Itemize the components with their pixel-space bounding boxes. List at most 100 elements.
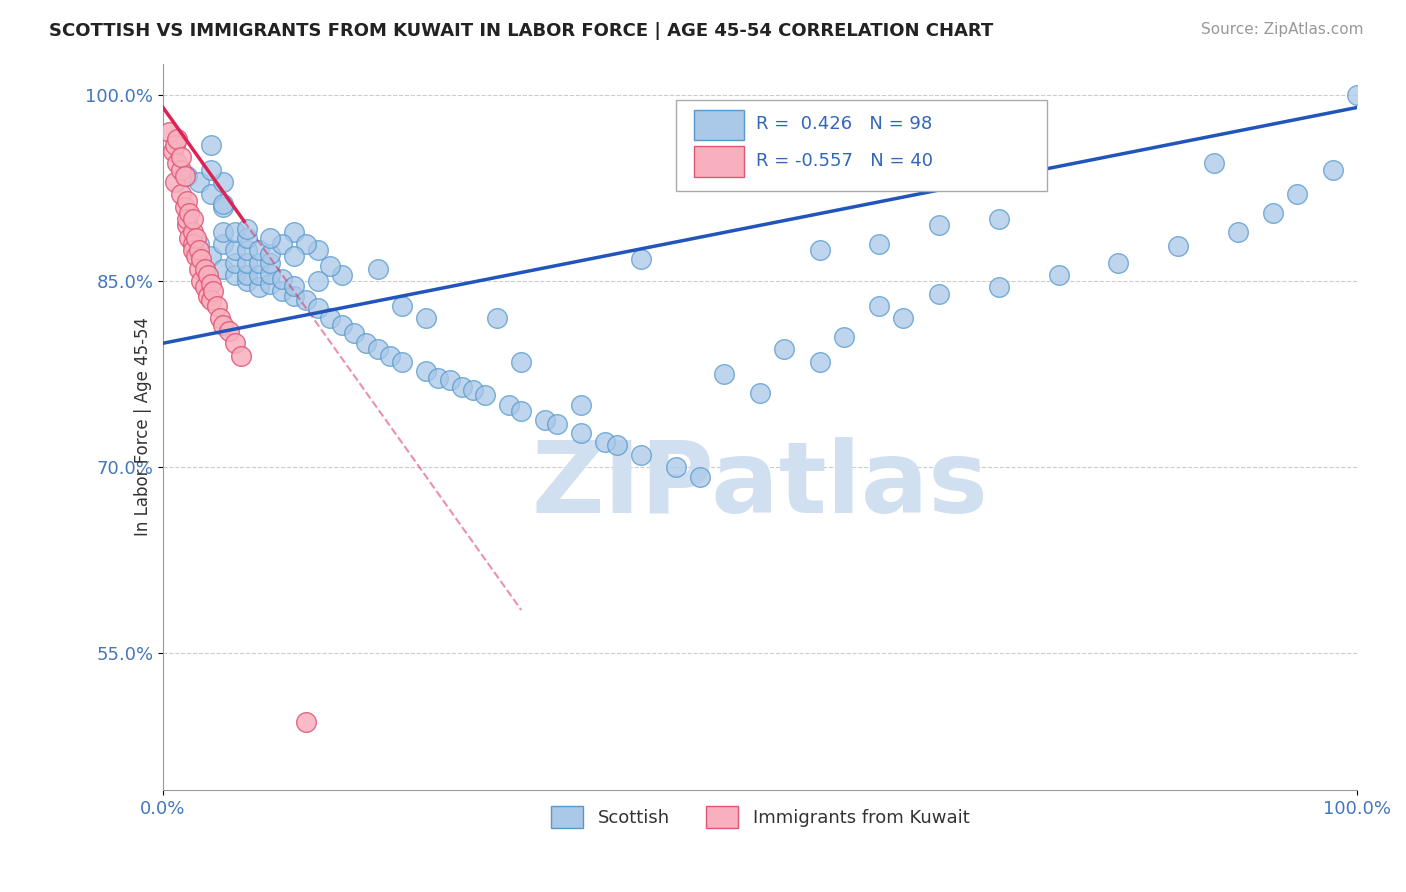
Point: [205, 299, 228, 313]
Point: [162, 144, 184, 158]
Point: [343, 326, 366, 341]
Point: [181, 225, 204, 239]
Point: [415, 363, 437, 377]
Point: [1167, 239, 1189, 253]
Point: [354, 336, 377, 351]
Point: [1346, 88, 1368, 103]
Point: [1286, 187, 1309, 202]
Point: [187, 243, 209, 257]
Point: [235, 274, 257, 288]
Point: [665, 460, 688, 475]
Point: [569, 398, 592, 412]
Point: [271, 237, 294, 252]
Point: [190, 274, 212, 288]
Point: [749, 385, 772, 400]
Point: [211, 200, 233, 214]
Y-axis label: In Labor Force | Age 45-54: In Labor Force | Age 45-54: [134, 318, 152, 536]
Point: [259, 277, 281, 291]
Point: [630, 252, 652, 266]
Point: [259, 267, 281, 281]
Point: [186, 249, 208, 263]
Point: [200, 277, 222, 291]
Point: [166, 131, 188, 145]
Point: [569, 425, 592, 440]
Text: R =  0.426   N = 98: R = 0.426 N = 98: [756, 115, 932, 133]
Point: [928, 286, 950, 301]
Point: [295, 714, 318, 729]
Point: [247, 280, 270, 294]
Point: [200, 293, 222, 307]
Point: [170, 162, 193, 177]
Text: Source: ZipAtlas.com: Source: ZipAtlas.com: [1201, 22, 1364, 37]
Point: [179, 231, 201, 245]
Point: [247, 243, 270, 257]
Point: [283, 225, 305, 239]
Point: [218, 324, 240, 338]
Point: [173, 169, 195, 183]
Point: [1202, 156, 1225, 170]
Point: [378, 349, 401, 363]
Point: [211, 261, 233, 276]
Point: [271, 271, 294, 285]
Point: [510, 404, 533, 418]
Point: [1226, 225, 1249, 239]
Point: [1107, 255, 1129, 269]
Point: [367, 261, 389, 276]
Point: [187, 175, 209, 189]
Point: [235, 268, 257, 282]
Point: [176, 169, 198, 183]
Point: [181, 243, 204, 257]
Point: [773, 343, 796, 357]
Legend: Scottish, Immigrants from Kuwait: Scottish, Immigrants from Kuwait: [543, 799, 977, 835]
Point: [197, 268, 219, 282]
Point: [211, 318, 233, 332]
Point: [713, 368, 735, 382]
FancyBboxPatch shape: [695, 146, 745, 177]
Point: [330, 268, 353, 282]
Point: [200, 187, 222, 202]
Point: [202, 284, 225, 298]
Text: R = -0.557   N = 40: R = -0.557 N = 40: [756, 152, 934, 169]
Point: [176, 219, 198, 233]
Point: [235, 222, 257, 236]
Point: [463, 384, 485, 398]
Point: [170, 187, 193, 202]
FancyBboxPatch shape: [695, 110, 745, 140]
Point: [187, 237, 209, 252]
Point: [689, 470, 711, 484]
Point: [235, 231, 257, 245]
Point: [391, 299, 413, 313]
Point: [546, 417, 568, 431]
Point: [200, 162, 222, 177]
Point: [868, 237, 890, 252]
Point: [486, 311, 509, 326]
Point: [176, 194, 198, 208]
Point: [211, 237, 233, 252]
Point: [987, 212, 1010, 227]
Point: [166, 156, 188, 170]
Point: [928, 219, 950, 233]
Point: [211, 225, 233, 239]
Point: [426, 371, 449, 385]
Point: [295, 237, 318, 252]
Point: [211, 175, 233, 189]
Point: [319, 311, 342, 326]
Point: [283, 279, 305, 293]
Point: [1322, 162, 1344, 177]
Point: [224, 225, 246, 239]
Point: [868, 299, 890, 313]
Point: [307, 243, 329, 257]
Point: [439, 374, 461, 388]
Point: [295, 293, 318, 307]
Point: [630, 448, 652, 462]
Point: [187, 261, 209, 276]
Point: [181, 212, 204, 227]
Point: [330, 318, 353, 332]
Point: [200, 137, 222, 152]
Point: [534, 413, 557, 427]
Point: [173, 200, 195, 214]
FancyBboxPatch shape: [676, 101, 1046, 191]
Text: ZIPatlas: ZIPatlas: [531, 436, 988, 533]
Point: [181, 237, 204, 252]
Point: [593, 435, 616, 450]
